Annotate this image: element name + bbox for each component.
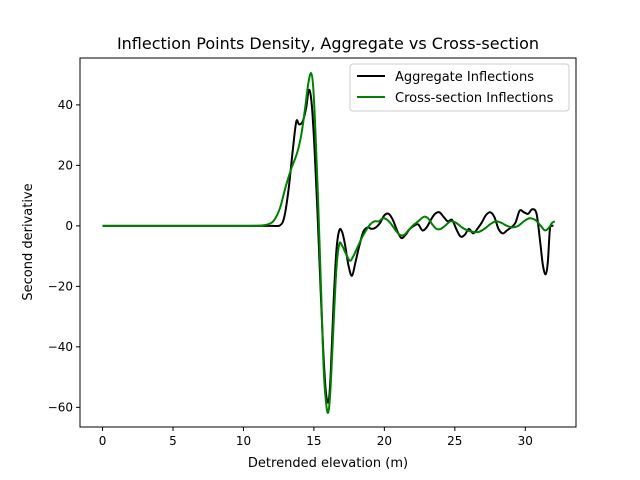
legend-label-aggregate: Aggregate Inflections xyxy=(395,70,534,85)
x-tick-label: 10 xyxy=(236,434,251,448)
x-tick-label: 20 xyxy=(377,434,392,448)
y-tick-label: −40 xyxy=(48,340,73,354)
y-tick-label: 20 xyxy=(58,158,73,172)
y-tick-label: −20 xyxy=(48,279,73,293)
x-tick-label: 15 xyxy=(306,434,321,448)
y-tick-label: 0 xyxy=(65,219,73,233)
x-tick-label: 0 xyxy=(99,434,107,448)
plot-area xyxy=(79,57,577,428)
legend: Aggregate Inflections Cross-section Infl… xyxy=(349,63,570,112)
x-tick-label: 25 xyxy=(447,434,462,448)
x-tick-label: 5 xyxy=(169,434,177,448)
chart-title: Inflection Points Density, Aggregate vs … xyxy=(117,34,539,53)
x-axis-ticks: 0 5 10 15 20 25 30 xyxy=(99,427,533,448)
series-line-cross-section xyxy=(102,72,556,414)
y-axis-ticks: −60 −40 −20 0 20 40 xyxy=(48,98,80,414)
y-tick-label: −60 xyxy=(48,400,73,414)
axes-frame xyxy=(79,57,577,428)
x-tick-label: 30 xyxy=(518,434,533,448)
series-layer xyxy=(102,72,556,414)
x-axis-label: Detrended elevation (m) xyxy=(248,456,408,471)
y-tick-label: 40 xyxy=(58,98,73,112)
legend-label-cross-section: Cross-section Inflections xyxy=(395,91,554,106)
y-axis-label: Second derivative xyxy=(21,183,36,300)
legend-box xyxy=(349,63,570,112)
